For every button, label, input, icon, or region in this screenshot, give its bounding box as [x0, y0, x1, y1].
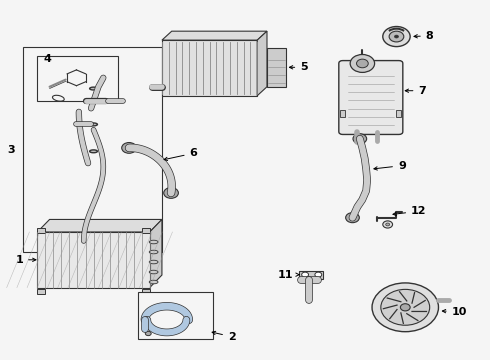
Bar: [142, 289, 150, 294]
Polygon shape: [162, 31, 267, 40]
Ellipse shape: [149, 280, 158, 284]
Bar: [37, 289, 45, 294]
Circle shape: [146, 331, 151, 336]
Polygon shape: [37, 220, 162, 232]
Circle shape: [389, 31, 404, 42]
Circle shape: [372, 283, 439, 332]
Bar: [267, 48, 286, 87]
Circle shape: [90, 238, 99, 245]
Ellipse shape: [90, 87, 98, 90]
Circle shape: [315, 272, 322, 277]
Ellipse shape: [149, 240, 158, 244]
Circle shape: [350, 54, 374, 72]
Bar: [299, 271, 323, 279]
Circle shape: [122, 143, 136, 153]
Bar: [142, 228, 150, 233]
Text: 4: 4: [43, 54, 51, 64]
Bar: [37, 228, 45, 233]
Polygon shape: [162, 40, 257, 96]
Circle shape: [345, 213, 359, 223]
FancyBboxPatch shape: [339, 60, 403, 134]
Bar: [37, 56, 118, 101]
Circle shape: [400, 304, 410, 311]
Ellipse shape: [149, 260, 158, 264]
Text: 10: 10: [442, 307, 467, 316]
Text: 11: 11: [278, 270, 299, 280]
Circle shape: [394, 35, 398, 38]
Circle shape: [381, 289, 430, 325]
Circle shape: [383, 27, 410, 46]
Ellipse shape: [149, 270, 158, 274]
Text: 6: 6: [164, 148, 197, 161]
Text: 1: 1: [15, 255, 36, 265]
Bar: [396, 110, 401, 117]
Text: 2: 2: [212, 331, 236, 342]
Text: 3: 3: [8, 144, 15, 154]
Text: 5: 5: [290, 62, 308, 72]
Polygon shape: [257, 31, 267, 96]
Circle shape: [164, 188, 178, 198]
Ellipse shape: [90, 150, 98, 153]
Bar: [138, 292, 213, 338]
Polygon shape: [37, 232, 150, 288]
Text: 9: 9: [374, 161, 406, 171]
Circle shape: [383, 221, 392, 228]
Circle shape: [353, 134, 367, 144]
Text: 8: 8: [414, 31, 434, 41]
Ellipse shape: [149, 250, 158, 254]
Polygon shape: [150, 220, 162, 288]
Circle shape: [302, 272, 309, 277]
Circle shape: [386, 223, 390, 226]
Ellipse shape: [90, 123, 98, 126]
Bar: [340, 110, 345, 117]
Text: 12: 12: [393, 206, 427, 216]
Text: 7: 7: [405, 86, 426, 96]
Circle shape: [357, 59, 368, 68]
Bar: [23, 47, 162, 252]
